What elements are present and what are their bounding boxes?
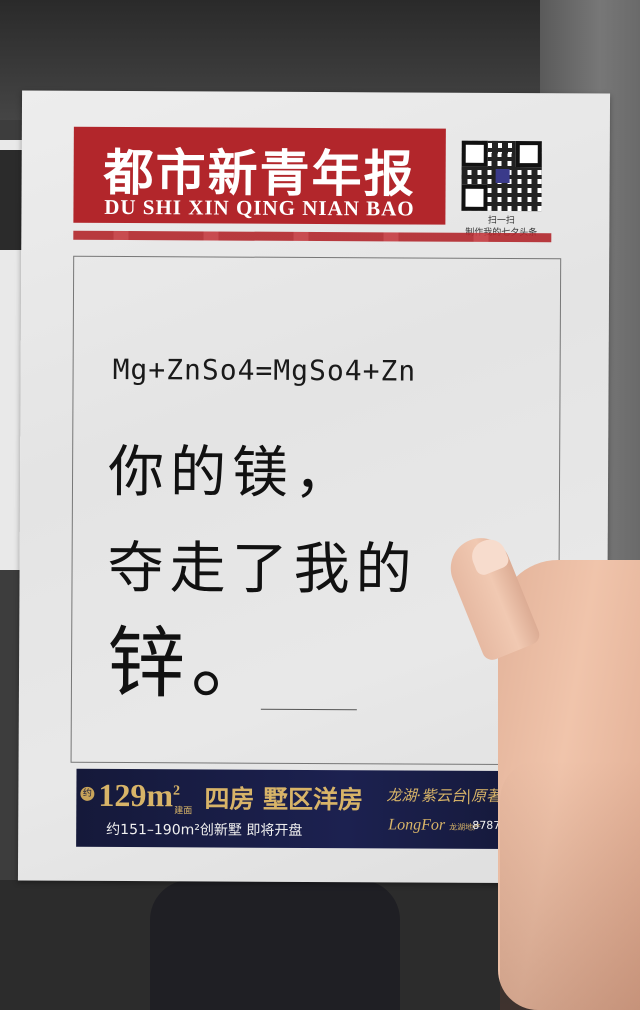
newspaper-title-pinyin: DU SHI XIN QING NIAN BAO <box>104 194 415 221</box>
masthead-rule <box>73 230 552 243</box>
background-keyboard <box>0 150 24 250</box>
headline-line-1: 你的镁， <box>107 439 357 507</box>
headline-line-2: 夺走了我的 <box>107 535 418 603</box>
qr-caption-line1: 扫一扫 <box>487 215 515 227</box>
qr-finder <box>515 141 542 168</box>
qr-finder <box>461 184 488 211</box>
ad-brand-line: 龙湖·紫云台|原著 <box>386 786 502 805</box>
ad-slogan: 四房 墅区洋房 <box>204 784 364 815</box>
chemical-equation: Mg+ZnSo4=MgSo4+Zn <box>112 352 417 388</box>
headline-line-3: 锌。 <box>106 618 276 710</box>
longfor-logo: LongFor 龙湖地产 <box>388 816 481 834</box>
qr-logo <box>495 168 510 184</box>
person-silhouette <box>150 880 400 1010</box>
ad-area-sup: 2 <box>173 783 181 799</box>
ad-logo-text: LongFor <box>388 816 446 834</box>
hand-shadow <box>500 760 640 1010</box>
ad-badge: 约 <box>80 786 95 801</box>
qr-code-icon[interactable] <box>461 140 542 212</box>
ad-info: 约151–190m²创新墅 即将开盘 <box>106 821 303 839</box>
ad-area-note: 建面 <box>174 806 193 817</box>
masthead: 都市新青年报 DU SHI XIN QING NIAN BAO <box>73 126 446 225</box>
ad-area: 129m2 <box>98 777 180 814</box>
real-estate-ad[interactable]: 约 129m2 建面 四房 墅区洋房 龙湖·紫云台|原著 约151–190m²创… <box>76 768 532 850</box>
qr-finder <box>461 140 488 167</box>
ad-area-value: 129m <box>98 776 174 814</box>
